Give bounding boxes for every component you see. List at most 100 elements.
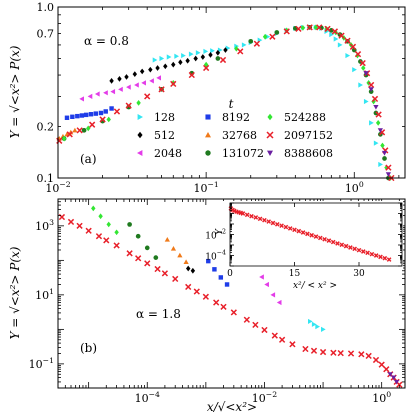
tick-label: 10−2 bbox=[205, 229, 226, 242]
data-point bbox=[220, 303, 227, 310]
data-point bbox=[88, 112, 94, 117]
data-point bbox=[279, 223, 284, 229]
data-point bbox=[126, 84, 131, 90]
data-point bbox=[315, 324, 320, 330]
data-point bbox=[94, 91, 100, 97]
data-point bbox=[149, 78, 154, 84]
data-point bbox=[183, 259, 189, 265]
data-point bbox=[347, 350, 355, 357]
data-point bbox=[326, 238, 332, 243]
data-point bbox=[356, 247, 362, 253]
data-point bbox=[144, 93, 151, 100]
data-point bbox=[368, 87, 374, 92]
series-32768 bbox=[164, 236, 189, 265]
data-point bbox=[203, 48, 209, 54]
legend-label: 8388608 bbox=[284, 147, 333, 160]
legend-marker bbox=[137, 114, 143, 120]
legend-marker bbox=[205, 114, 211, 120]
data-point bbox=[155, 65, 160, 71]
data-point bbox=[139, 68, 145, 75]
inset-ticks: 0 15 30 10−2 10−4 bbox=[205, 202, 402, 279]
data-point bbox=[365, 352, 372, 360]
legend-entry: 2048 bbox=[137, 147, 182, 160]
legend-entry: 131072 bbox=[205, 147, 264, 160]
data-point bbox=[264, 281, 269, 288]
data-point bbox=[202, 293, 209, 300]
data-point bbox=[193, 288, 200, 295]
legend-entry: 512 bbox=[137, 129, 175, 142]
data-point bbox=[360, 249, 366, 254]
legend-marker bbox=[205, 150, 211, 156]
data-point bbox=[387, 372, 393, 377]
panel-b-ylabel: Y = √<x²> P(x) bbox=[8, 246, 22, 339]
data-point bbox=[241, 42, 247, 48]
data-point bbox=[81, 127, 87, 133]
tick-label: 0.7 bbox=[37, 27, 55, 40]
data-point bbox=[276, 299, 282, 306]
data-point bbox=[166, 54, 172, 60]
data-point bbox=[76, 127, 83, 134]
series-2097152 bbox=[58, 213, 403, 388]
data-point bbox=[109, 77, 114, 84]
legend-marker bbox=[205, 132, 211, 138]
data-point bbox=[95, 233, 103, 240]
data-point bbox=[287, 226, 293, 231]
legend-entry: 128 bbox=[137, 111, 175, 124]
data-point bbox=[386, 257, 392, 262]
data-point bbox=[195, 50, 201, 56]
data-point bbox=[278, 336, 286, 343]
data-point bbox=[338, 32, 345, 39]
data-point bbox=[373, 110, 379, 116]
data-point bbox=[352, 246, 358, 252]
data-point bbox=[148, 66, 153, 73]
data-point bbox=[283, 224, 289, 230]
data-point bbox=[396, 381, 403, 388]
data-point bbox=[161, 270, 169, 277]
data-point bbox=[70, 114, 75, 120]
tick-label: 10−2 bbox=[252, 390, 277, 405]
data-point bbox=[382, 156, 387, 161]
data-point bbox=[144, 260, 151, 267]
tick-label: 10−2 bbox=[45, 180, 70, 195]
tick-label: 1.0 bbox=[37, 1, 55, 14]
data-point bbox=[369, 251, 375, 257]
data-point bbox=[217, 47, 223, 53]
data-point bbox=[307, 318, 313, 325]
data-point bbox=[394, 379, 400, 385]
data-point bbox=[118, 86, 123, 92]
legend-entry: 8388608 bbox=[267, 147, 333, 160]
data-point bbox=[93, 111, 99, 116]
tick-label: 0.1 bbox=[37, 172, 55, 185]
data-point bbox=[262, 217, 267, 223]
data-point bbox=[141, 80, 146, 86]
legend-marker bbox=[266, 131, 274, 139]
data-point bbox=[87, 93, 93, 100]
data-point bbox=[152, 57, 158, 63]
data-point bbox=[132, 71, 138, 77]
series-131072 bbox=[127, 222, 159, 260]
data-point bbox=[269, 33, 276, 40]
data-point bbox=[158, 86, 165, 93]
data-point bbox=[375, 120, 381, 126]
legend-label: 2097152 bbox=[284, 129, 333, 142]
series-2048 bbox=[259, 274, 282, 306]
data-point bbox=[85, 227, 92, 234]
series-2097152 bbox=[56, 24, 395, 182]
data-point bbox=[210, 48, 215, 54]
data-point bbox=[330, 349, 337, 356]
data-point bbox=[283, 28, 290, 35]
data-point bbox=[200, 54, 206, 60]
data-point bbox=[317, 235, 323, 241]
data-point bbox=[248, 38, 254, 44]
data-point bbox=[352, 67, 357, 73]
legend-label: 524288 bbox=[284, 111, 326, 124]
data-point bbox=[193, 55, 198, 62]
data-point bbox=[106, 221, 111, 228]
legend-entry: 524288 bbox=[267, 111, 326, 124]
series-8388608 bbox=[387, 372, 400, 385]
data-point bbox=[253, 215, 259, 220]
data-point bbox=[343, 243, 349, 249]
legend-marker bbox=[137, 150, 143, 156]
panel-b-xlabel: x/√<x²> bbox=[207, 400, 257, 414]
